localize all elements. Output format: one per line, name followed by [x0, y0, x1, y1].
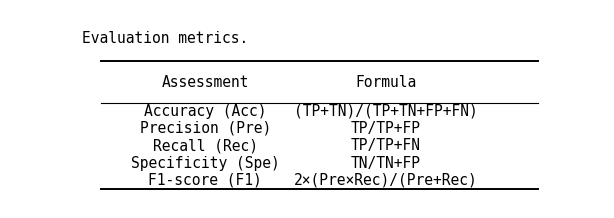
Text: Recall (Rec): Recall (Rec)	[153, 138, 258, 153]
Text: TP/TP+FP: TP/TP+FP	[351, 121, 421, 136]
Text: TN/TN+FP: TN/TN+FP	[351, 156, 421, 170]
Text: 2×(Pre×Rec)/(Pre+Rec): 2×(Pre×Rec)/(Pre+Rec)	[294, 173, 478, 188]
Text: TP/TP+FN: TP/TP+FN	[351, 138, 421, 153]
Text: Formula: Formula	[356, 75, 417, 90]
Text: Accuracy (Acc): Accuracy (Acc)	[144, 104, 266, 119]
Text: Specificity (Spe): Specificity (Spe)	[131, 156, 279, 170]
Text: Assessment: Assessment	[161, 75, 249, 90]
Text: F1-score (F1): F1-score (F1)	[149, 173, 262, 188]
Text: (TP+TN)/(TP+TN+FP+FN): (TP+TN)/(TP+TN+FP+FN)	[294, 104, 478, 119]
Text: Precision (Pre): Precision (Pre)	[139, 121, 271, 136]
Text: Evaluation metrics.: Evaluation metrics.	[82, 31, 248, 46]
